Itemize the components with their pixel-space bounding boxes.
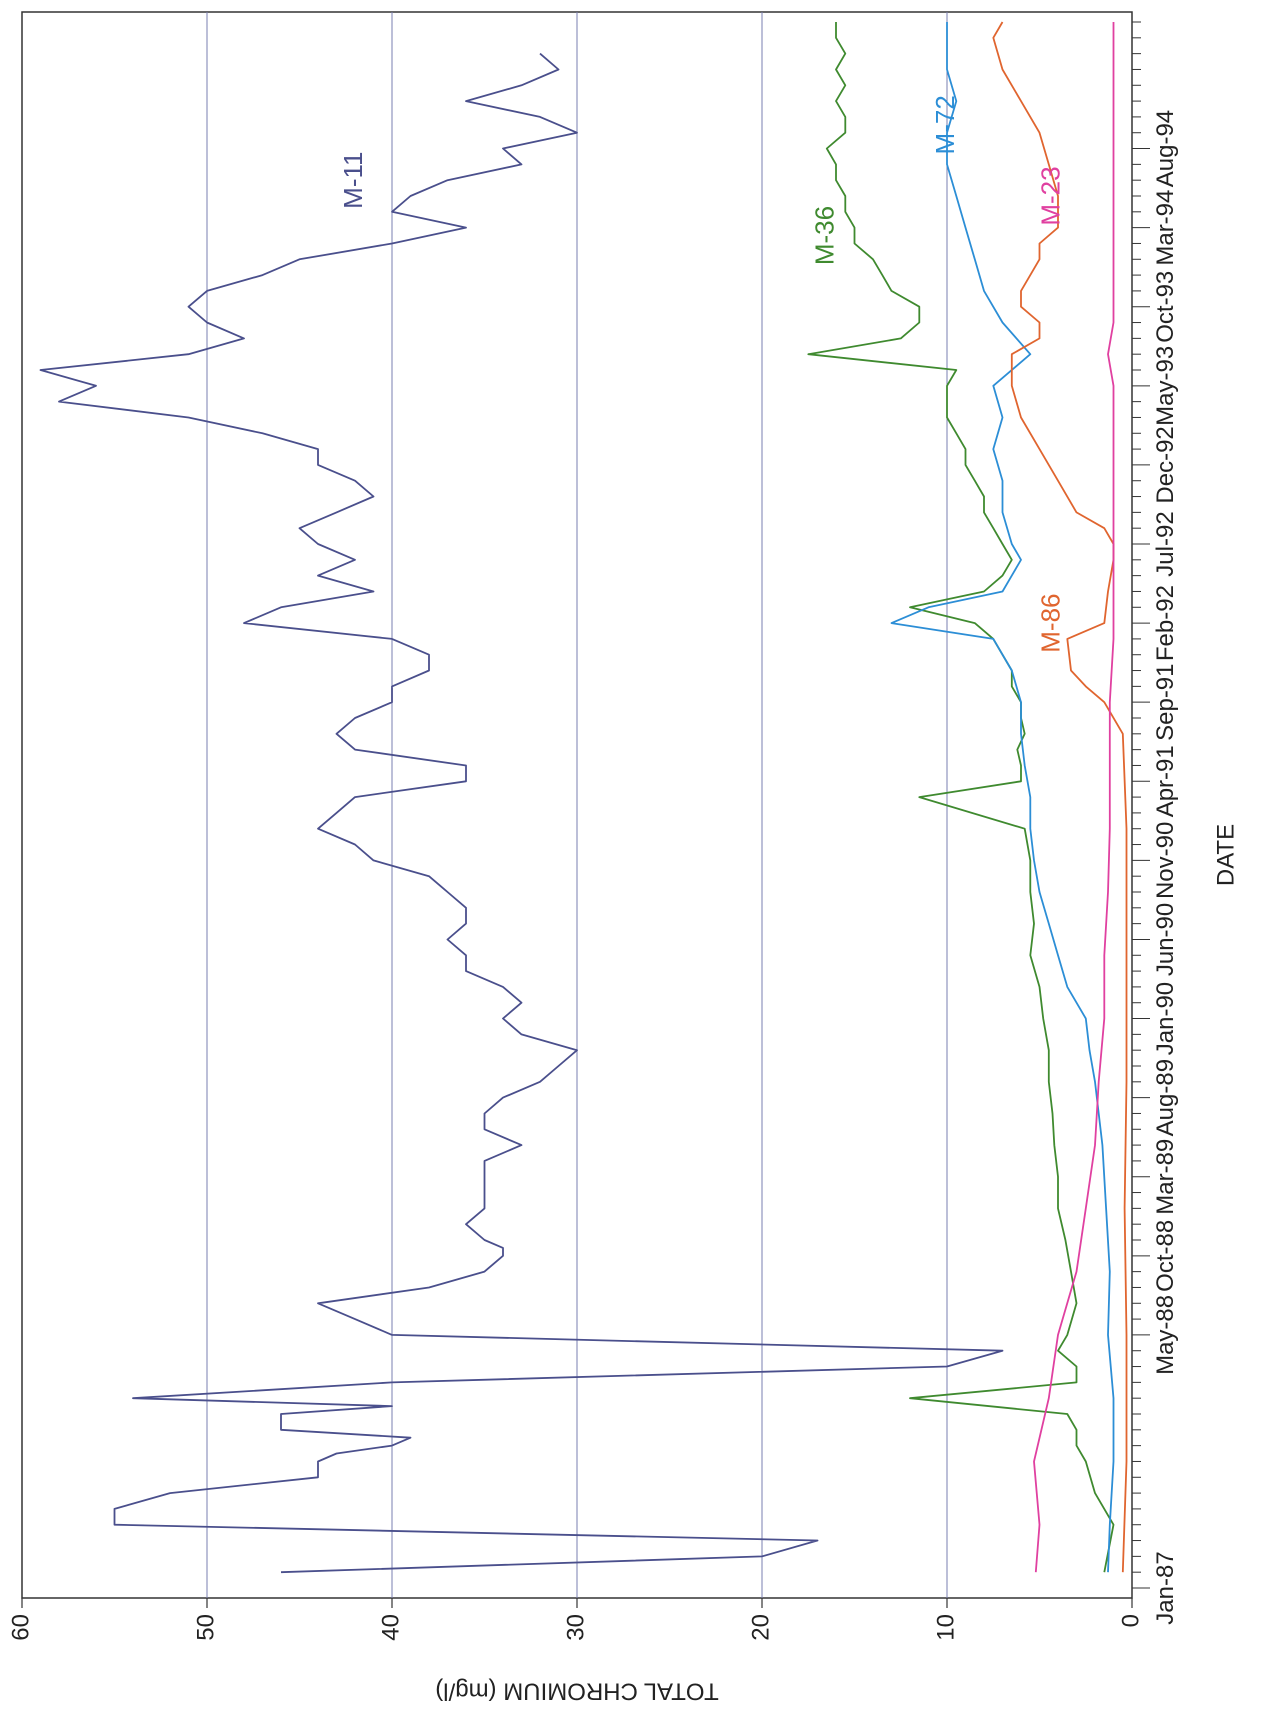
series-group xyxy=(39,21,1128,1574)
series-label-m-36: M-36 xyxy=(810,206,840,265)
series-label-m-11: M-11 xyxy=(338,152,368,209)
y-tick-label: 60 xyxy=(7,1614,34,1641)
x-tick-label: Mar-89 xyxy=(1152,1139,1179,1215)
x-tick-label: Nov-90 xyxy=(1152,822,1179,899)
series-line-m-72 xyxy=(890,22,1115,1573)
x-tick-label: Sep-91 xyxy=(1152,663,1179,740)
x-tick-label: May-93 xyxy=(1152,346,1179,426)
plot-area xyxy=(21,11,1133,1599)
x-tick-label: Apr-91 xyxy=(1152,745,1179,817)
y-tick-label: 0 xyxy=(1117,1614,1144,1627)
y-tick-label: 40 xyxy=(377,1614,404,1641)
axis-ticks: 0 10 20 30 40 50 60 Jan-87 May-88 Oct-88 Mar-89 Aug… xyxy=(7,21,1179,1641)
x-tick-label: Oct-88 xyxy=(1152,1220,1179,1292)
x-tick-label: Jan-87 xyxy=(1152,1551,1179,1624)
series-label-m-72: M-72 xyxy=(930,95,960,154)
y-tick-label: 50 xyxy=(192,1614,219,1641)
x-tick-label: Aug-89 xyxy=(1152,1059,1179,1136)
x-tick-label: Dec-92 xyxy=(1152,426,1179,503)
x-tick-label: Jul-92 xyxy=(1152,511,1179,576)
x-tick-label: May-88 xyxy=(1152,1295,1179,1375)
series-label-m-23: M-23 xyxy=(1035,166,1065,225)
x-tick-label: Aug-94 xyxy=(1152,110,1179,187)
series-labels: M-11 M-36 M-72 M-86 M-23 xyxy=(338,95,1065,653)
series-line-m-11 xyxy=(39,52,1004,1574)
series-line-m-23 xyxy=(1033,22,1115,1573)
x-tick-label: Feb-92 xyxy=(1152,585,1179,661)
x-tick-label: Jan-90 xyxy=(1152,982,1179,1055)
x-tick-label: Mar-94 xyxy=(1152,190,1179,266)
x-tick-label: Oct-93 xyxy=(1152,271,1179,343)
y-tick-label: 10 xyxy=(932,1614,959,1641)
y-tick-label: 30 xyxy=(562,1614,589,1641)
x-tick-label: Jun-90 xyxy=(1152,903,1179,976)
y-axis-title: TOTAL CHROMIUM (mg/l) xyxy=(435,1678,719,1705)
series-label-m-86: M-86 xyxy=(1035,593,1065,652)
y-tick-label: 20 xyxy=(747,1614,774,1641)
series-line-m-36 xyxy=(807,22,1115,1573)
x-axis-title: DATE xyxy=(1212,824,1239,886)
series-line-m-86 xyxy=(992,21,1128,1573)
